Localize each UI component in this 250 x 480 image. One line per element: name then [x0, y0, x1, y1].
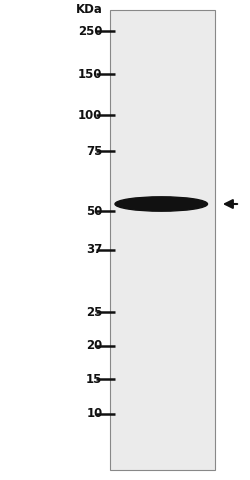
Text: 10: 10	[86, 407, 102, 420]
Text: 20: 20	[86, 339, 102, 352]
Text: 25: 25	[86, 305, 102, 319]
Text: 250: 250	[78, 24, 102, 38]
Text: 15: 15	[86, 372, 102, 386]
Text: 100: 100	[78, 108, 102, 122]
Text: 75: 75	[86, 144, 102, 158]
Text: 50: 50	[86, 204, 102, 218]
Text: 150: 150	[78, 68, 102, 81]
Text: 37: 37	[86, 243, 102, 256]
Text: KDa: KDa	[76, 3, 102, 16]
Ellipse shape	[115, 197, 208, 211]
Bar	[110, 10, 215, 470]
